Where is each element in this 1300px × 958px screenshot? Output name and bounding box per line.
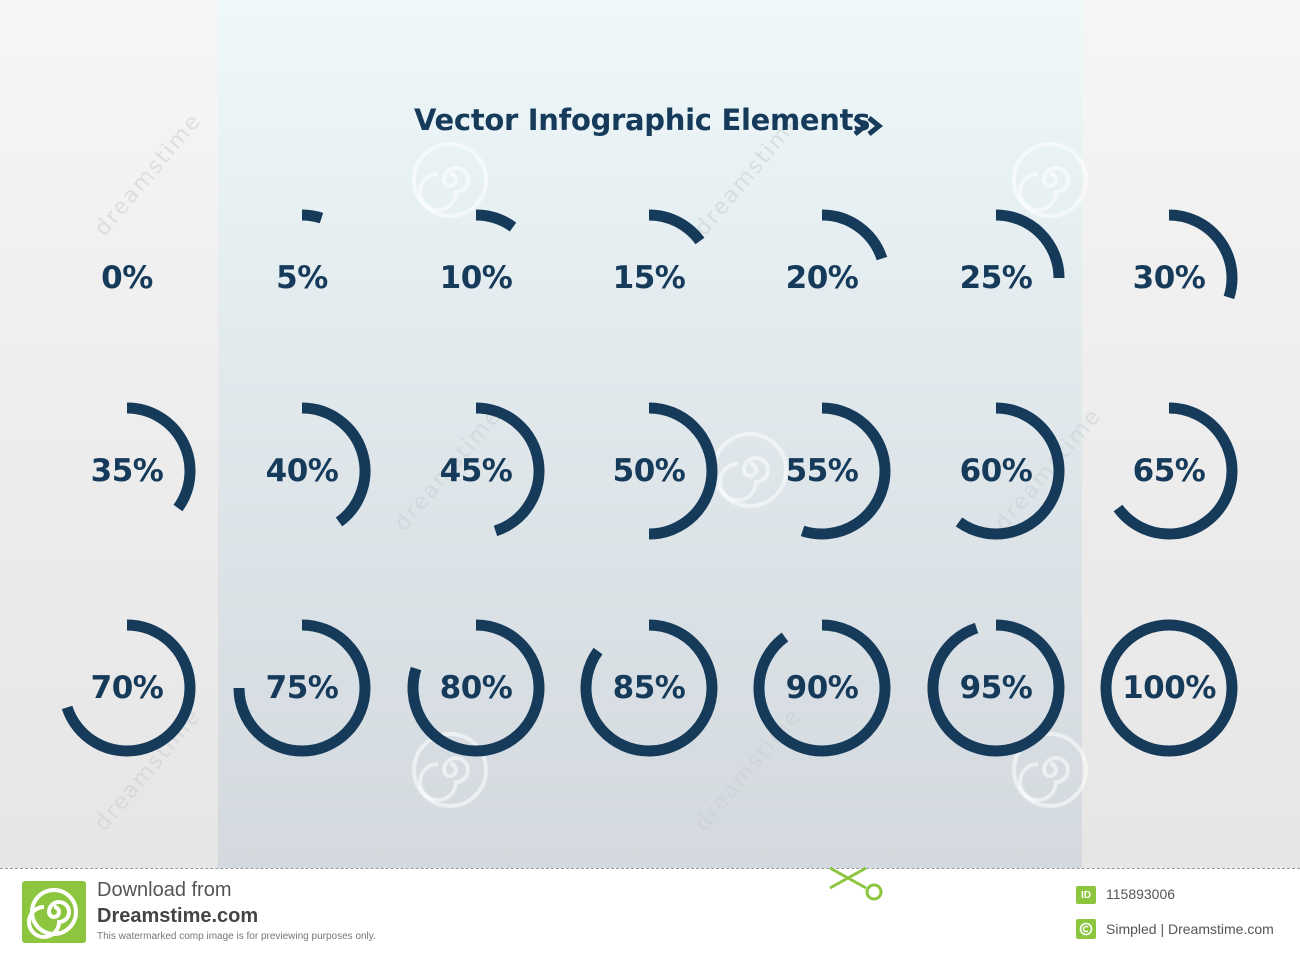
arc-path (648, 209, 705, 245)
arc-path (753, 619, 891, 757)
progress-label: 10% (439, 260, 513, 296)
page-title: Vector Infographic Elements (414, 103, 871, 137)
progress-arc (475, 402, 545, 537)
progress-label: 90% (785, 670, 859, 706)
progress-label: 5% (276, 260, 328, 296)
progress-arc (126, 402, 196, 512)
watermark-spiral-icon (412, 142, 488, 218)
arc-path (301, 402, 371, 527)
progress-label: 15% (612, 260, 686, 296)
progress-arc (475, 209, 517, 232)
progress-ring-85: 85% (569, 608, 729, 768)
progress-arc (648, 402, 718, 540)
progress-arc (1113, 402, 1238, 540)
arc-path (1113, 402, 1238, 540)
progress-ring-30: 30% (1089, 198, 1249, 358)
progress-arc (407, 619, 545, 757)
progress-arc (1100, 619, 1238, 757)
progress-ring-10: 10% (396, 198, 556, 358)
progress-label: 25% (959, 260, 1033, 296)
progress-ring-35: 35% (47, 391, 207, 551)
scissors-icon (829, 866, 883, 901)
progress-arc (1168, 209, 1238, 300)
progress-ring-95: 95% (916, 608, 1076, 768)
progress-ring-55: 55% (742, 391, 902, 551)
progress-ring-5: 5% (222, 198, 382, 358)
progress-arc (955, 402, 1065, 540)
progress-label: 55% (785, 453, 859, 489)
progress-ring-15: 15% (569, 198, 729, 358)
progress-ring-100: 100% (1089, 608, 1249, 768)
arc-path (61, 619, 196, 757)
arc-path (648, 402, 718, 540)
progress-arc (61, 619, 196, 757)
progress-arc (800, 402, 891, 540)
progress-label: 75% (265, 670, 339, 706)
watermark-spiral-icon (1012, 732, 1088, 808)
progress-ring-25: 25% (916, 198, 1076, 358)
progress-label: 35% (90, 453, 164, 489)
footer-banner: Download from Dreamstime.com This waterm… (0, 868, 1300, 958)
progress-ring-20: 20% (742, 198, 902, 358)
arc-path (407, 619, 545, 757)
progress-arc (301, 209, 324, 224)
progress-ring-60: 60% (916, 391, 1076, 551)
progress-label: 40% (265, 453, 339, 489)
progress-ring-90: 90% (742, 608, 902, 768)
progress-label: 50% (612, 453, 686, 489)
progress-ring-50: 50% (569, 391, 729, 551)
arc-path (475, 209, 517, 232)
progress-label: 60% (959, 453, 1033, 489)
arc-path (955, 402, 1065, 540)
progress-label: 0% (101, 260, 153, 296)
progress-arc (821, 209, 888, 261)
arc-path (126, 402, 196, 512)
arc-path (1168, 209, 1238, 300)
progress-arc (927, 619, 1065, 757)
download-text: Download from (97, 879, 232, 901)
download-site-text: Dreamstime.com (97, 905, 259, 927)
arc-path (580, 619, 718, 757)
progress-label: 70% (90, 670, 164, 706)
double-chevron-right-icon (853, 116, 884, 136)
progress-label: 65% (1132, 453, 1206, 489)
arc-path (301, 209, 324, 224)
id-badge: ID (1076, 886, 1096, 904)
dreamstime-logo-icon (22, 881, 86, 943)
progress-label: 100% (1122, 670, 1216, 706)
author-credit: Simpled | Dreamstime.com (1106, 921, 1274, 937)
progress-ring-70: 70% (47, 608, 207, 768)
progress-ring-0: 0% (47, 198, 207, 358)
watermark-note: This watermarked comp image is for previ… (97, 931, 376, 942)
arc-path (233, 619, 371, 757)
progress-arc (995, 209, 1065, 279)
progress-label: 45% (439, 453, 513, 489)
progress-ring-45: 45% (396, 391, 556, 551)
progress-label: 95% (959, 670, 1033, 706)
progress-arc (301, 402, 371, 527)
image-id: 115893006 (1106, 886, 1176, 902)
arc-path (1100, 619, 1238, 757)
progress-ring-65: 65% (1089, 391, 1249, 551)
progress-label: 80% (439, 670, 513, 706)
arc-path (475, 402, 545, 537)
progress-label: 85% (612, 670, 686, 706)
arc-path (821, 209, 888, 261)
progress-arc (753, 619, 891, 757)
watermark-spiral-icon (412, 732, 488, 808)
progress-label: 30% (1132, 260, 1206, 296)
arc-path (995, 209, 1065, 279)
progress-arc (580, 619, 718, 757)
progress-ring-80: 80% (396, 608, 556, 768)
progress-ring-75: 75% (222, 608, 382, 768)
arc-path (800, 402, 891, 540)
progress-arc (648, 209, 705, 245)
copyright-icon (1076, 919, 1096, 939)
arc-path (927, 619, 1065, 757)
progress-arc (233, 619, 371, 757)
progress-ring-40: 40% (222, 391, 382, 551)
watermark-spiral-icon (1012, 142, 1088, 218)
progress-label: 20% (785, 260, 859, 296)
